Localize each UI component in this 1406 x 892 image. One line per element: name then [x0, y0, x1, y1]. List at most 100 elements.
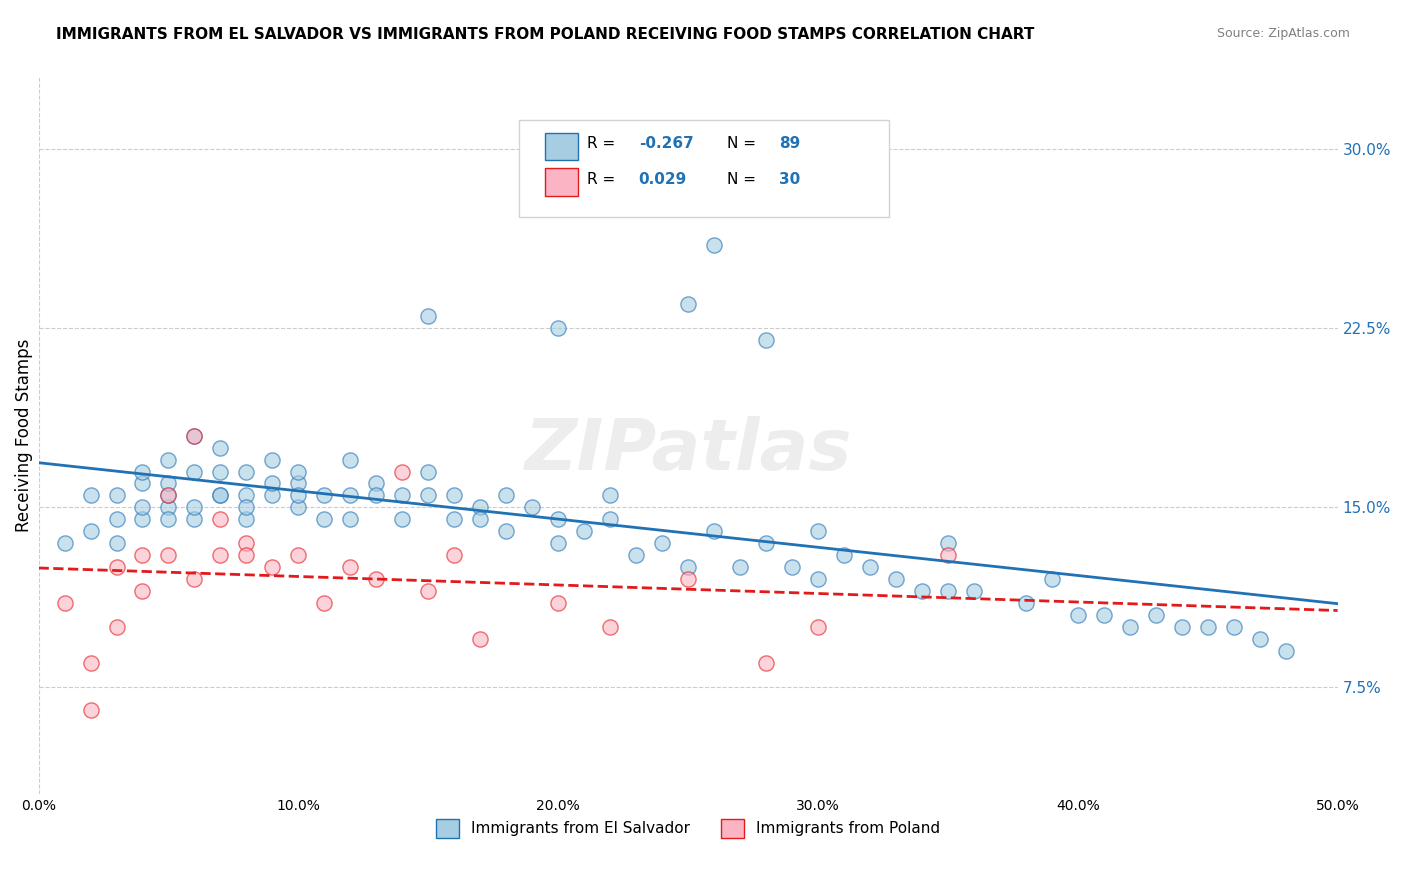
Point	[391, 488, 413, 502]
Point	[262, 476, 284, 491]
Point	[105, 488, 128, 502]
Point	[780, 560, 803, 574]
Point	[1249, 632, 1271, 646]
Point	[418, 310, 440, 324]
Point	[157, 500, 180, 515]
Point	[443, 488, 465, 502]
Text: R =: R =	[586, 136, 620, 151]
Point	[105, 536, 128, 550]
Point	[235, 536, 257, 550]
Point	[495, 488, 517, 502]
Point	[1144, 607, 1167, 622]
Point	[1119, 620, 1142, 634]
Point	[183, 500, 205, 515]
Point	[131, 548, 153, 562]
Point	[339, 488, 361, 502]
Point	[599, 512, 621, 526]
FancyBboxPatch shape	[546, 133, 578, 160]
Point	[366, 572, 388, 586]
Point	[832, 548, 855, 562]
Point	[599, 620, 621, 634]
Point	[183, 465, 205, 479]
Point	[262, 452, 284, 467]
Point	[157, 488, 180, 502]
Point	[418, 584, 440, 599]
Point	[572, 524, 595, 539]
Point	[366, 476, 388, 491]
Point	[209, 512, 232, 526]
Point	[418, 465, 440, 479]
Point	[287, 488, 309, 502]
Point	[209, 465, 232, 479]
Point	[391, 465, 413, 479]
Point	[884, 572, 907, 586]
Point	[859, 560, 882, 574]
Point	[262, 488, 284, 502]
Point	[470, 500, 492, 515]
Point	[235, 500, 257, 515]
Point	[235, 488, 257, 502]
Point	[157, 452, 180, 467]
Point	[1015, 596, 1038, 610]
Point	[209, 548, 232, 562]
Point	[1092, 607, 1115, 622]
Point	[131, 512, 153, 526]
Point	[314, 596, 336, 610]
FancyBboxPatch shape	[519, 120, 890, 217]
Point	[728, 560, 751, 574]
Point	[1274, 643, 1296, 657]
Point	[599, 488, 621, 502]
Point	[755, 656, 778, 670]
Point	[157, 476, 180, 491]
Point	[105, 512, 128, 526]
Point	[105, 560, 128, 574]
Point	[807, 572, 830, 586]
Point	[79, 703, 101, 717]
Point	[1222, 620, 1244, 634]
Point	[105, 620, 128, 634]
Point	[131, 465, 153, 479]
Point	[547, 536, 569, 550]
Point	[522, 500, 544, 515]
Point	[547, 512, 569, 526]
Point	[339, 512, 361, 526]
Point	[209, 488, 232, 502]
Text: N =: N =	[727, 136, 761, 151]
Point	[755, 333, 778, 347]
Point	[235, 512, 257, 526]
Point	[703, 524, 725, 539]
Point	[418, 488, 440, 502]
Text: R =: R =	[586, 171, 620, 186]
Point	[183, 572, 205, 586]
Point	[131, 584, 153, 599]
Point	[676, 297, 699, 311]
Text: 30: 30	[779, 171, 800, 186]
Point	[1040, 572, 1063, 586]
Point	[339, 452, 361, 467]
Point	[314, 512, 336, 526]
Point	[755, 536, 778, 550]
Point	[651, 536, 673, 550]
Point	[470, 512, 492, 526]
Point	[911, 584, 934, 599]
Point	[936, 536, 959, 550]
Point	[157, 548, 180, 562]
Point	[624, 548, 647, 562]
Text: N =: N =	[727, 171, 761, 186]
Point	[495, 524, 517, 539]
Point	[287, 476, 309, 491]
Point	[1171, 620, 1194, 634]
Text: Source: ZipAtlas.com: Source: ZipAtlas.com	[1216, 27, 1350, 40]
Text: ZIPatlas: ZIPatlas	[524, 416, 852, 484]
Point	[79, 524, 101, 539]
Point	[391, 512, 413, 526]
Point	[470, 632, 492, 646]
Text: 0.029: 0.029	[638, 171, 688, 186]
Point	[53, 536, 76, 550]
Point	[209, 441, 232, 455]
Point	[676, 560, 699, 574]
Point	[963, 584, 986, 599]
Point	[807, 524, 830, 539]
Point	[1067, 607, 1090, 622]
Point	[131, 476, 153, 491]
